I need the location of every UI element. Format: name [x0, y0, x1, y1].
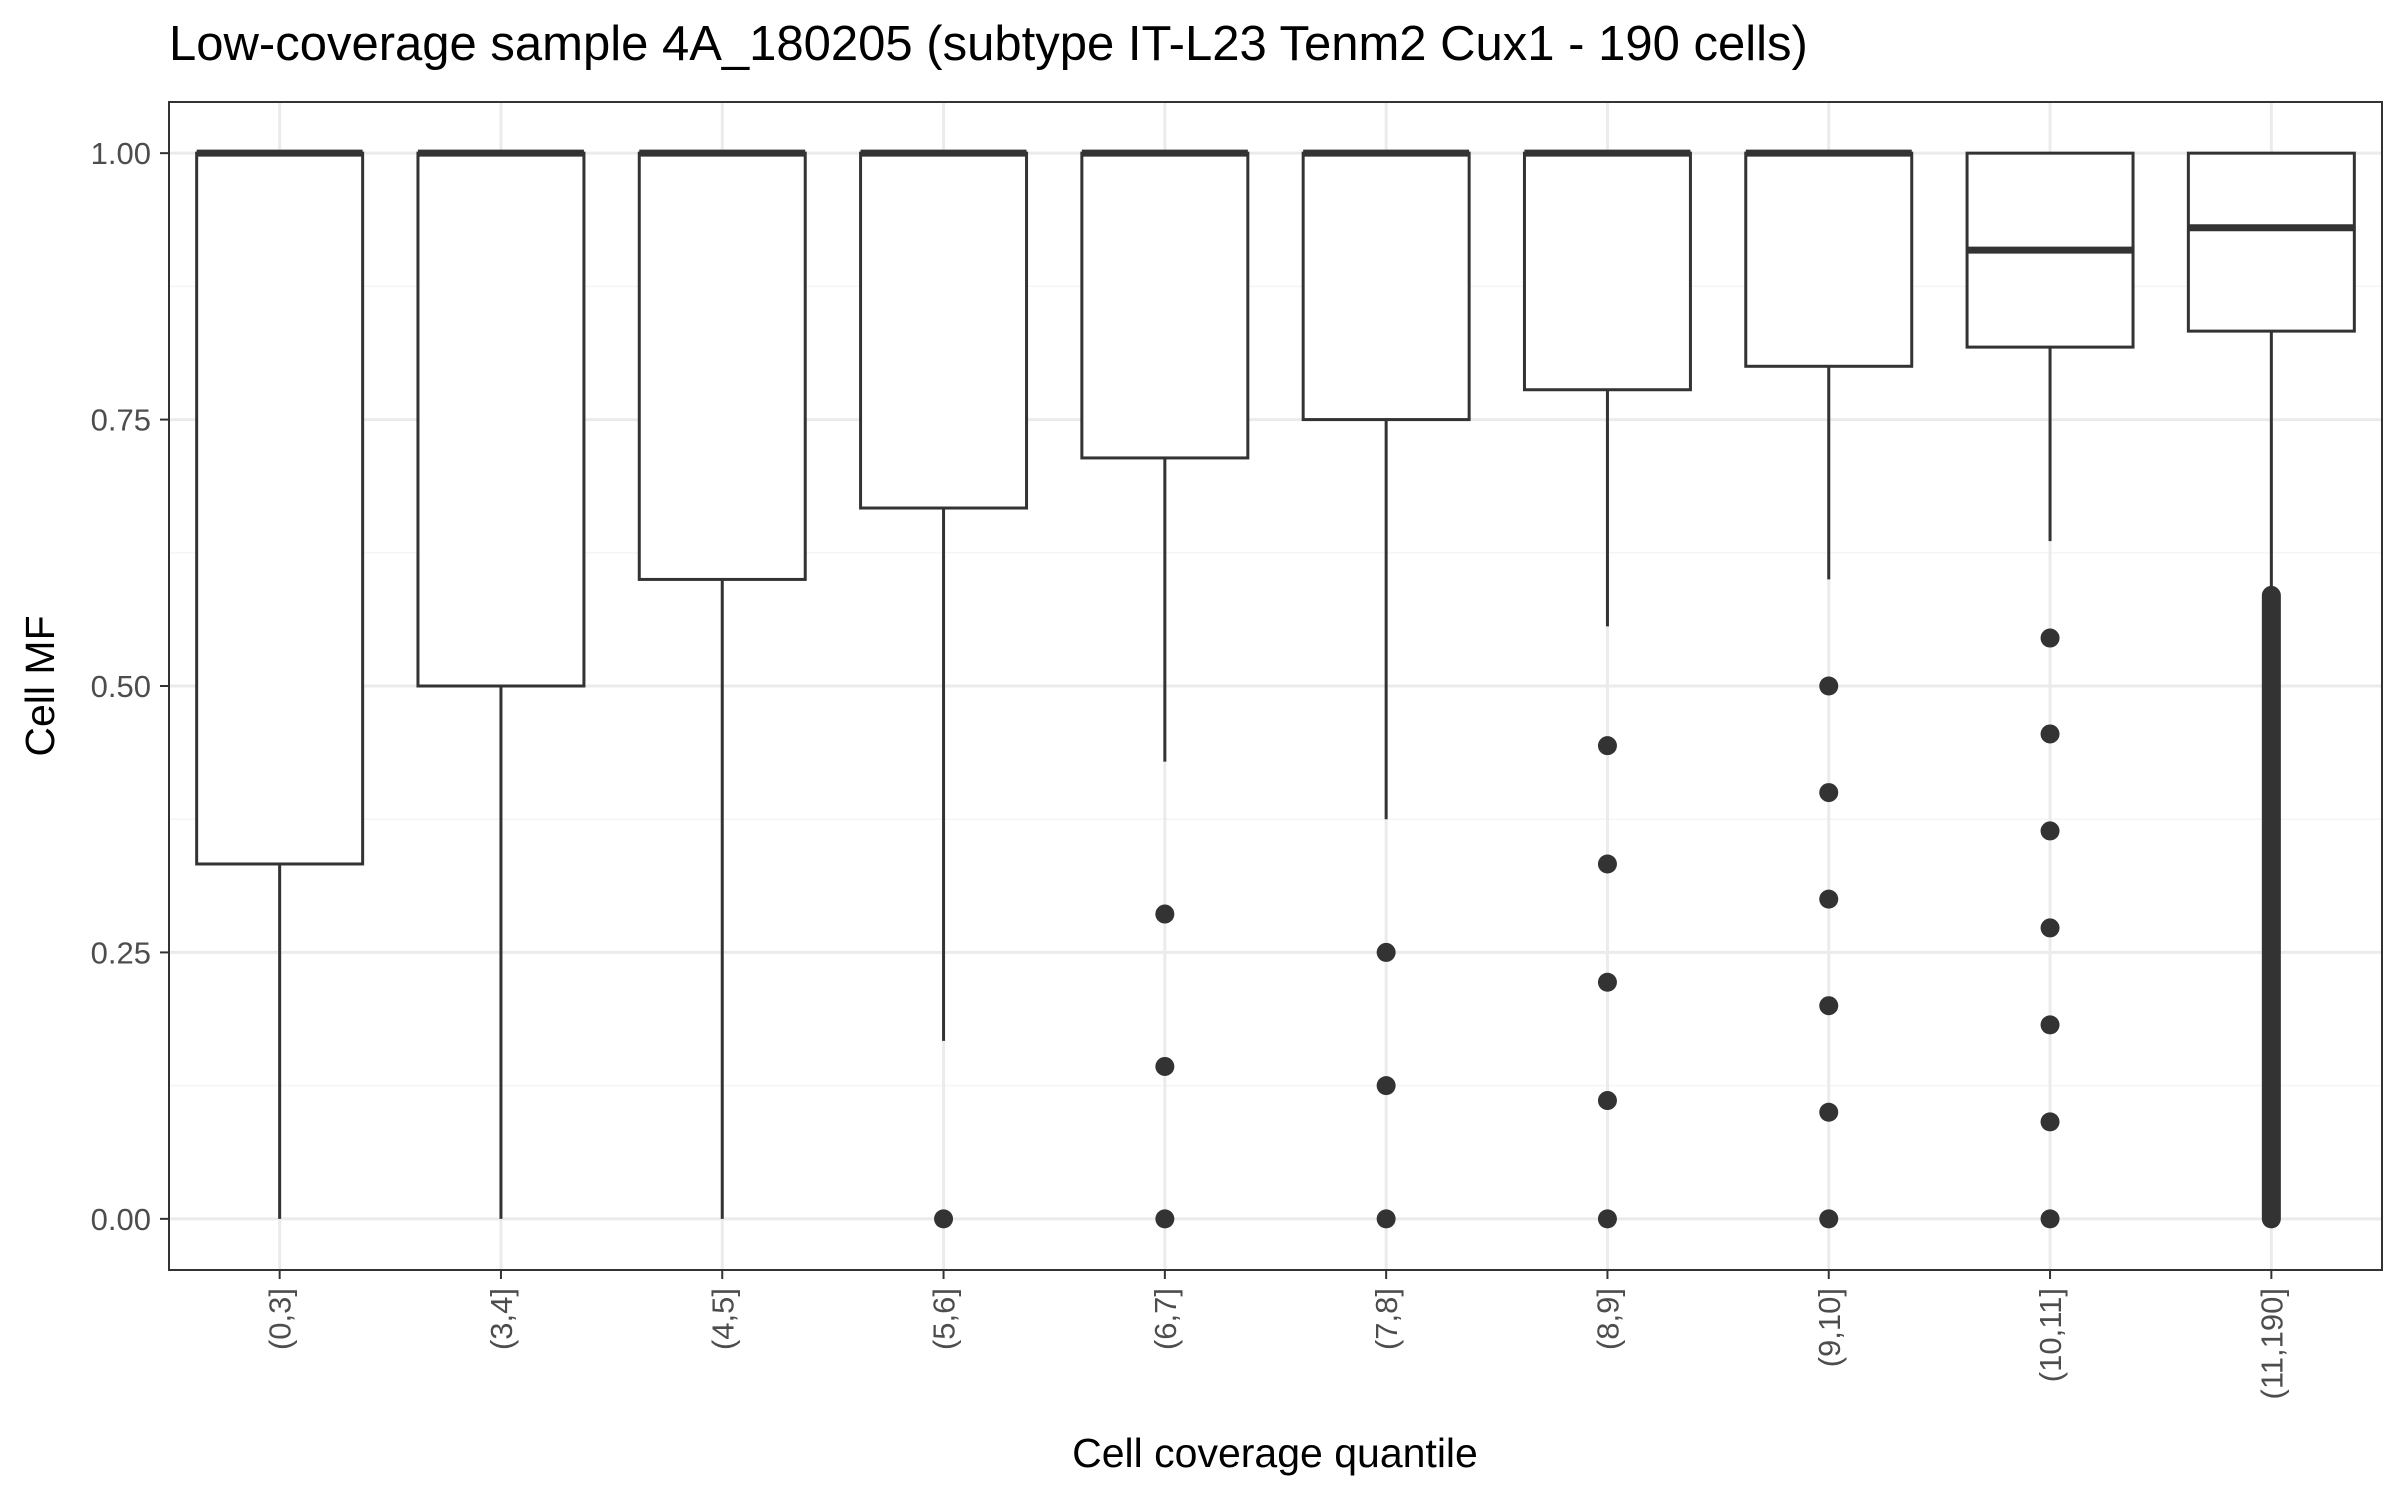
x-tick-label: (10,11] [2033, 1288, 2068, 1382]
box-group [1744, 149, 1914, 1229]
box-group [1080, 149, 1250, 1229]
y-tick-label: 0.25 [91, 935, 151, 970]
box-layer [195, 149, 2356, 1229]
x-tick-label: (0,3] [263, 1288, 298, 1350]
box-body [195, 151, 365, 866]
outlier-point [2040, 628, 2060, 648]
outlier-point [2040, 821, 2060, 841]
outlier-point [1819, 783, 1839, 803]
box-group [2186, 151, 2356, 1229]
outlier-point [1155, 1209, 1175, 1229]
x-tick-label: (3,4] [484, 1288, 519, 1350]
outlier-point [2040, 724, 2060, 744]
outlier-point [2040, 1112, 2060, 1132]
tick-layer: 0.00 0.25 0.50 0.75 1.00 (0,3] (3,4] (4,5] (5,6]… [91, 136, 2290, 1399]
box-group [1301, 149, 1471, 1229]
box-body [1744, 151, 1914, 368]
x-tick-label: (6,7] [1148, 1288, 1183, 1350]
outlier-point [1819, 1102, 1839, 1122]
outlier-point [934, 1209, 954, 1229]
outlier-point [2040, 1015, 2060, 1035]
y-tick-label: 0.00 [91, 1202, 151, 1237]
box-body [1522, 151, 1692, 392]
outlier-point [1155, 904, 1175, 924]
outlier-point [1819, 996, 1839, 1016]
outlier-point [1597, 972, 1617, 992]
x-tick-label: (8,9] [1590, 1288, 1625, 1350]
outlier-point [1597, 736, 1617, 756]
outlier-point [1819, 1209, 1839, 1229]
y-axis-title: Cell MF [17, 615, 63, 756]
outlier-point [1597, 1209, 1617, 1229]
outlier-point [1376, 942, 1396, 962]
chart-title: Low-coverage sample 4A_180205 (subtype I… [169, 17, 1808, 71]
outlier-point [1819, 676, 1839, 696]
box-group [859, 149, 1029, 1229]
box-body [1301, 151, 1471, 422]
outlier-point [2040, 918, 2060, 938]
box-group [1965, 151, 2135, 1229]
box-body [1080, 151, 1250, 460]
box-group [637, 149, 807, 1219]
outlier-point [1155, 1056, 1175, 1076]
box-group [195, 149, 365, 1219]
x-tick-label: (11,190] [2254, 1288, 2289, 1399]
outlier-point [1376, 1209, 1396, 1229]
y-tick-label: 0.50 [91, 669, 151, 704]
y-tick-label: 0.75 [91, 403, 151, 438]
x-tick-label: (7,8] [1369, 1288, 1404, 1350]
outlier-point [1819, 889, 1839, 909]
outlier-point [1597, 854, 1617, 874]
box-body [637, 151, 807, 581]
x-tick-label: (4,5] [705, 1288, 740, 1350]
box-group [1522, 149, 1692, 1229]
x-tick-label: (5,6] [927, 1288, 962, 1350]
box-group [416, 149, 586, 1219]
box-body [859, 151, 1029, 510]
x-axis-title: Cell coverage quantile [1072, 1430, 1478, 1476]
y-tick-label: 1.00 [91, 136, 151, 171]
x-tick-label: (9,10] [1812, 1288, 1847, 1367]
box-body [2186, 151, 2356, 333]
outlier-point [1597, 1091, 1617, 1111]
outlier-point [2040, 1209, 2060, 1229]
box-body [416, 151, 586, 688]
outlier-point [1376, 1076, 1396, 1096]
